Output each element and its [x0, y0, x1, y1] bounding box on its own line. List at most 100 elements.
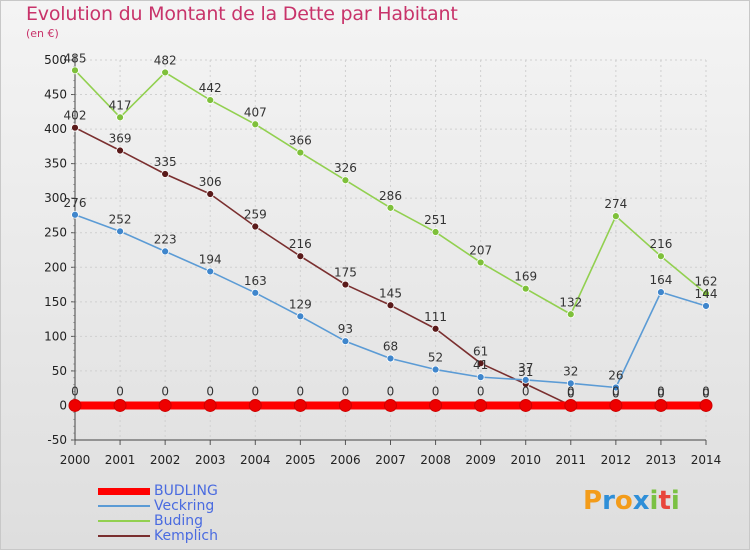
data-label-budling: 0	[477, 384, 485, 398]
data-point-budling	[158, 398, 172, 412]
legend-label-budling: BUDLING	[154, 483, 218, 499]
data-label-veckring: 32	[563, 364, 578, 378]
data-point-kemplich	[206, 190, 215, 198]
data-label-buding: 251	[424, 213, 447, 227]
data-label-budling: 0	[251, 384, 259, 398]
data-label-buding: 162	[695, 275, 718, 289]
legend-swatch-kemplich	[98, 535, 150, 537]
data-label-budling: 0	[71, 384, 79, 398]
data-label-buding: 274	[604, 197, 627, 211]
data-point-kemplich	[476, 359, 485, 368]
data-point-buding	[161, 68, 170, 77]
data-label-kemplich: 175	[334, 266, 357, 280]
data-point-veckring	[341, 337, 350, 346]
data-point-veckring	[386, 354, 395, 363]
data-label-buding: 366	[289, 134, 312, 148]
data-point-veckring	[161, 247, 170, 256]
data-label-veckring: 129	[289, 297, 312, 311]
data-label-veckring: 194	[199, 252, 222, 266]
data-label-budling: 0	[387, 384, 395, 398]
data-point-budling	[113, 398, 127, 412]
logo-letter: t	[658, 486, 671, 516]
data-point-buding	[657, 252, 665, 261]
data-label-kemplich: 0	[702, 386, 710, 400]
data-point-kemplich	[341, 280, 350, 289]
data-label-kemplich: 369	[109, 132, 132, 146]
data-point-buding	[611, 212, 620, 221]
x-tick-label: 2009	[465, 453, 496, 467]
data-label-veckring: 68	[383, 339, 398, 353]
logo-letter: P	[583, 486, 603, 516]
y-tick-label: 400	[44, 122, 67, 136]
x-tick-label: 2010	[510, 453, 541, 467]
data-point-veckring	[521, 375, 530, 384]
x-tick-label: 2008	[420, 453, 451, 467]
data-label-buding: 407	[244, 105, 267, 119]
y-tick-label: 350	[44, 157, 67, 171]
data-label-budling: 0	[522, 384, 530, 398]
data-label-kemplich: 402	[64, 109, 87, 123]
data-point-budling	[519, 398, 533, 412]
data-label-buding: 485	[64, 51, 87, 65]
data-point-budling	[203, 398, 217, 412]
x-tick-label: 2014	[691, 453, 722, 467]
x-tick-label: 2007	[375, 453, 406, 467]
data-label-buding: 132	[559, 295, 582, 309]
data-point-budling	[293, 398, 307, 412]
data-point-buding	[521, 284, 530, 293]
proxiti-logo: Proxiti	[583, 486, 680, 516]
y-tick-label: 150	[44, 295, 67, 309]
data-label-budling: 0	[702, 384, 710, 398]
legend-label-buding: Buding	[154, 513, 204, 529]
legend-label-kemplich: Kemplich	[154, 528, 218, 544]
logo-letter: i	[649, 486, 659, 516]
data-label-veckring: 41	[473, 358, 488, 372]
data-point-buding	[431, 228, 440, 236]
data-point-veckring	[476, 373, 485, 382]
x-tick-label: 2005	[285, 453, 316, 467]
x-tick-label: 2013	[646, 453, 677, 467]
data-label-budling: 0	[567, 384, 575, 398]
chart-subtitle: (en €)	[26, 27, 59, 40]
data-point-buding	[702, 289, 710, 298]
data-point-kemplich	[116, 146, 124, 155]
data-label-veckring: 52	[428, 351, 443, 365]
data-label-buding: 482	[154, 53, 177, 67]
data-point-veckring	[566, 379, 575, 388]
data-label-kemplich: 111	[424, 310, 447, 324]
data-point-budling	[248, 398, 262, 412]
data-point-veckring	[702, 302, 710, 310]
data-point-kemplich	[71, 123, 79, 132]
data-label-veckring: 164	[649, 273, 672, 287]
data-point-kemplich	[386, 301, 395, 310]
data-label-budling: 0	[432, 384, 440, 398]
data-label-veckring: 26	[608, 368, 623, 382]
data-point-buding	[251, 120, 260, 129]
data-point-budling	[609, 398, 623, 412]
data-label-budling: 0	[657, 384, 665, 398]
y-tick-label: 300	[44, 191, 67, 205]
y-tick-label: 250	[44, 226, 67, 240]
y-tick-label: -50	[47, 433, 67, 447]
data-label-kemplich: 0	[612, 386, 620, 400]
data-point-veckring	[206, 267, 215, 276]
x-tick-label: 2004	[240, 453, 271, 467]
data-label-budling: 0	[612, 384, 620, 398]
data-label-veckring: 37	[518, 361, 533, 375]
data-point-buding	[341, 176, 350, 185]
data-label-kemplich: 61	[473, 344, 488, 358]
data-point-buding	[116, 113, 124, 122]
data-label-budling: 0	[297, 384, 305, 398]
data-point-budling	[68, 398, 82, 412]
x-tick-label: 2002	[150, 453, 181, 467]
data-point-buding	[206, 96, 215, 104]
data-label-kemplich: 259	[244, 208, 267, 222]
data-label-veckring: 144	[695, 287, 718, 301]
data-point-budling	[474, 398, 488, 412]
y-tick-label: 0	[59, 398, 67, 412]
data-label-buding: 207	[469, 243, 492, 257]
data-point-veckring	[431, 365, 440, 374]
data-label-budling: 0	[116, 384, 124, 398]
